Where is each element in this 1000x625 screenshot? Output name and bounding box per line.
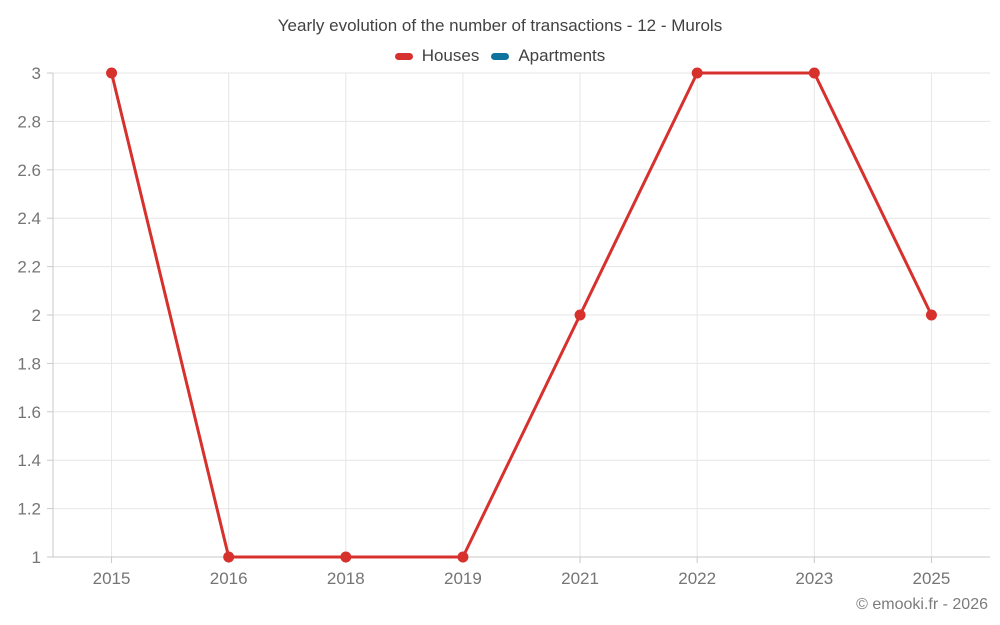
x-tick-label: 2015 — [93, 569, 131, 588]
houses-series-line — [110, 71, 933, 559]
data-point-houses-2019[interactable] — [457, 551, 469, 563]
chart-legend: Houses Apartments — [0, 45, 1000, 67]
x-tick-label: 2025 — [913, 569, 951, 588]
legend-label-houses: Houses — [421, 46, 480, 65]
data-point-houses-2025[interactable] — [925, 309, 937, 321]
x-tick-label: 2018 — [327, 569, 365, 588]
y-tick-label: 2.2 — [17, 258, 41, 277]
y-tick-label: 1.6 — [17, 403, 41, 422]
y-tick-label: 1 — [32, 548, 41, 567]
y-tick-label: 2.8 — [17, 112, 41, 131]
legend-item-apartments[interactable]: Apartments — [491, 45, 605, 67]
x-tick-label: 2021 — [561, 569, 599, 588]
x-tick-label: 2023 — [795, 569, 833, 588]
data-point-houses-2015[interactable] — [106, 67, 118, 79]
x-tick-label: 2016 — [210, 569, 248, 588]
data-point-houses-2021[interactable] — [574, 309, 586, 321]
houses-legend-swatch-icon — [394, 52, 413, 60]
y-tick-label: 3 — [32, 64, 41, 83]
chart-title: Yearly evolution of the number of transa… — [277, 16, 723, 35]
y-tick-label: 1.8 — [17, 354, 41, 373]
data-point-houses-2022[interactable] — [691, 67, 703, 79]
y-tick-label: 2 — [32, 306, 41, 325]
y-tick-label: 2.4 — [17, 209, 41, 228]
data-point-houses-2023[interactable] — [808, 67, 820, 79]
x-tick-label: 2019 — [444, 569, 482, 588]
y-tick-label: 1.2 — [17, 500, 41, 519]
data-point-houses-2018[interactable] — [340, 551, 352, 563]
apartments-legend-swatch-icon — [491, 52, 510, 60]
copyright: © emooki.fr - 2026 — [856, 596, 988, 613]
y-tick-label: 1.4 — [17, 451, 41, 470]
y-tick-label: 2.6 — [17, 161, 41, 180]
x-tick-label: 2022 — [678, 569, 716, 588]
data-point-houses-2016[interactable] — [223, 551, 235, 563]
legend-item-houses[interactable]: Houses — [394, 45, 480, 67]
legend-label-apartments: Apartments — [518, 46, 606, 65]
